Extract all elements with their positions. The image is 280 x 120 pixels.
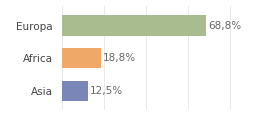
Bar — [62, 48, 101, 68]
Text: 68,8%: 68,8% — [208, 21, 241, 31]
Bar — [62, 15, 206, 36]
Text: 18,8%: 18,8% — [103, 53, 136, 63]
Bar — [62, 81, 88, 101]
Text: 12,5%: 12,5% — [90, 86, 123, 96]
